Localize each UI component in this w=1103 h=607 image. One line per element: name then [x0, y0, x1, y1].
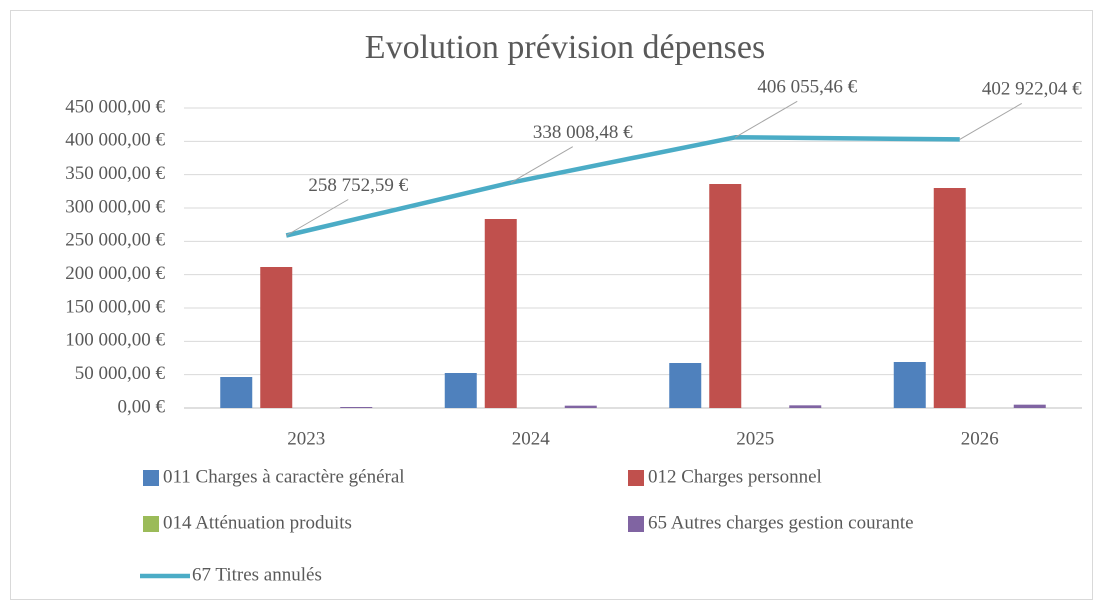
data-label: 338 008,48 €	[533, 122, 633, 143]
bar	[789, 405, 822, 408]
y-tick-label: 100 000,00 €	[65, 330, 165, 351]
bar	[669, 363, 702, 408]
bar	[933, 188, 966, 408]
bar	[444, 373, 477, 408]
data-label: 258 752,59 €	[308, 175, 408, 196]
bar	[220, 377, 253, 408]
bar	[340, 407, 373, 408]
data-label: 402 922,04 €	[982, 79, 1082, 100]
leader-line	[734, 100, 798, 138]
y-tick-label: 300 000,00 €	[65, 196, 165, 217]
y-tick-label: 450 000,00 €	[65, 96, 165, 117]
bar	[893, 362, 926, 408]
legend-label: 65 Autres charges gestion courante	[648, 512, 914, 533]
leader-line	[285, 199, 349, 236]
y-tick-label: 150 000,00 €	[65, 296, 165, 317]
bar	[1013, 404, 1046, 408]
y-tick-label: 50 000,00 €	[75, 363, 166, 384]
y-tick-label: 200 000,00 €	[65, 263, 165, 284]
legend-swatch	[143, 470, 159, 486]
legend-label: 011 Charges à caractère général	[163, 466, 405, 487]
bar	[564, 405, 597, 408]
chart-border	[10, 10, 1093, 600]
bar	[709, 184, 742, 408]
legend-label: 014 Atténuation produits	[163, 512, 352, 533]
line-series	[285, 135, 960, 238]
chart-title: Evolution prévision dépenses	[365, 29, 765, 66]
x-tick-label: 2023	[287, 428, 325, 449]
y-tick-label: 400 000,00 €	[65, 130, 165, 151]
x-tick-label: 2025	[736, 428, 774, 449]
data-label: 406 055,46 €	[757, 77, 857, 98]
y-tick-label: 250 000,00 €	[65, 230, 165, 251]
y-tick-label: 0,00 €	[118, 396, 166, 417]
y-tick-label: 350 000,00 €	[65, 163, 165, 184]
x-tick-label: 2024	[512, 428, 551, 449]
leader-line	[959, 102, 1023, 140]
bar	[484, 219, 517, 408]
legend-swatch	[628, 470, 644, 486]
legend-swatch	[628, 516, 644, 532]
legend-label: 67 Titres annulés	[192, 564, 322, 585]
legend-swatch	[143, 516, 159, 532]
bar	[260, 267, 293, 408]
legend-label: 012 Charges personnel	[648, 466, 822, 487]
leader-line	[510, 146, 574, 184]
x-tick-label: 2026	[961, 428, 999, 449]
